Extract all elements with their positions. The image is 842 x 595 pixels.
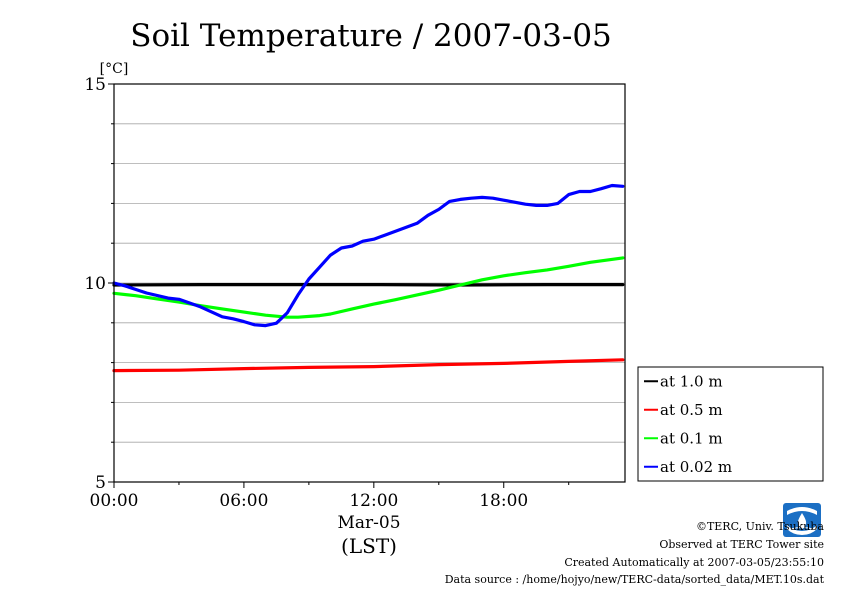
legend-label-0: at 1.0 m [660,372,723,390]
y-tick-label-10: 10 [84,274,106,294]
x-tick-label-1200: 12:00 [349,491,398,511]
legend-label-3: at 0.02 m [660,458,732,476]
legend: at 1.0 m at 0.5 m at 0.1 m at 0.02 m [637,366,824,482]
legend-label-1: at 0.5 m [660,401,723,419]
y-tick-label-5: 5 [95,473,106,493]
x-tick-label-0000: 00:00 [90,491,139,511]
chart-title: Soil Temperature / 2007-03-05 [130,18,612,54]
x-tick-label-0600: 06:00 [219,491,268,511]
y-axis-unit: [°C] [100,61,129,77]
series-line-2 [112,256,625,319]
legend-label-2: at 0.1 m [660,429,723,447]
footer-observed: Observed at TERC Tower site [659,538,824,551]
series-line-3 [112,183,625,328]
x-tick-label-1800: 18:00 [479,491,528,511]
terc-logo [783,503,821,537]
footer-copyright: ©TERC, Univ. Tsukuba [695,520,824,533]
x-axis-unit: (LST) [341,534,397,558]
footer-created: Created Automatically at 2007-03-05/23:5… [564,556,824,569]
y-tick-label-15: 15 [84,75,106,95]
series-line-1 [112,358,625,373]
axes: 5 10 15 00:00 06:00 12:00 18:00 [84,75,570,511]
series-layer [112,183,625,373]
x-axis-date: Mar-05 [337,513,400,533]
legend-box [637,366,824,482]
terc-logo-icon [783,503,821,537]
footer-source: Data source : /home/hojyo/new/TERC-data/… [444,573,824,586]
